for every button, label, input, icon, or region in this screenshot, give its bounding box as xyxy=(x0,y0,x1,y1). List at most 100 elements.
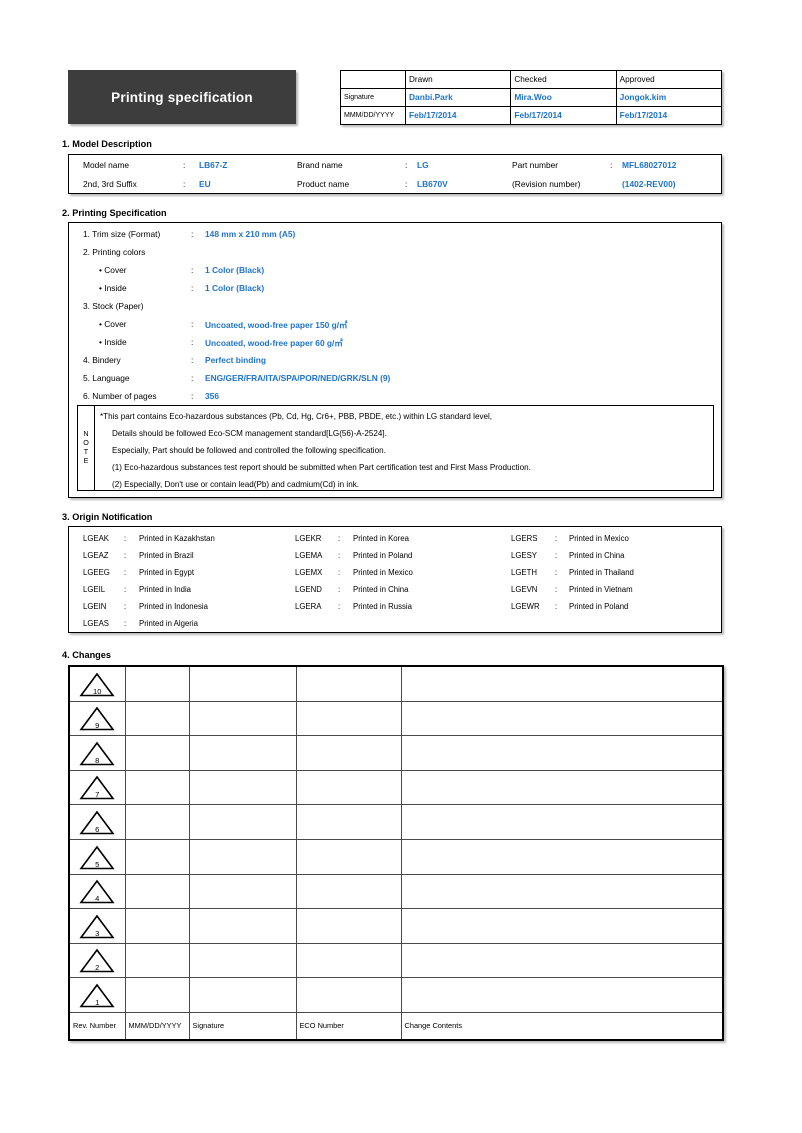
origin-colon-lgein: : xyxy=(124,602,127,611)
changes-cell-date[interactable] xyxy=(124,873,190,910)
table-row[interactable]: 3 xyxy=(68,908,724,944)
changes-cell-contents[interactable] xyxy=(400,769,724,806)
section-heading-printing-specification: 2. Printing Specification xyxy=(62,208,167,218)
changes-cell-eco[interactable] xyxy=(295,838,402,875)
table-row[interactable]: 9 xyxy=(68,700,724,737)
revision-triangle-icon: 9 xyxy=(79,706,115,731)
origin-code-lgevn: LGEVN xyxy=(511,585,538,594)
changes-cell-contents[interactable] xyxy=(400,838,724,875)
changes-cell-eco[interactable] xyxy=(295,664,402,702)
changes-cell-contents[interactable] xyxy=(400,700,724,737)
origin-code-lgesy: LGESY xyxy=(511,551,538,560)
changes-cell-rev[interactable]: 4 xyxy=(68,873,126,910)
origin-text-lgend: Printed in China xyxy=(353,585,409,594)
changes-cell-rev[interactable]: 3 xyxy=(68,908,126,944)
origin-text-lgesy: Printed in China xyxy=(569,551,625,560)
table-row[interactable]: 6 xyxy=(68,804,724,840)
spec-colon-language: : xyxy=(191,373,194,383)
changes-cell-rev[interactable]: 9 xyxy=(68,700,126,737)
changes-cell-contents[interactable] xyxy=(400,735,724,771)
changes-cell-eco[interactable] xyxy=(295,700,402,737)
changes-cell-date[interactable] xyxy=(124,804,190,840)
sig-row-label-date: MMM/DD/YYYY xyxy=(340,106,406,125)
changes-cell-rev[interactable]: 7 xyxy=(68,769,126,806)
changes-cell-contents[interactable] xyxy=(400,873,724,910)
changes-cell-signature[interactable] xyxy=(188,769,297,806)
changes-cell-signature[interactable] xyxy=(188,908,297,944)
table-row-header: Drawn Checked Approved xyxy=(340,70,723,89)
table-row[interactable]: 7 xyxy=(68,769,724,806)
sig-checked-date: Feb/17/2014 xyxy=(510,106,617,125)
changes-cell-eco[interactable] xyxy=(295,977,402,1013)
changes-cell-rev[interactable]: 1 xyxy=(68,977,126,1013)
table-row[interactable]: 8 xyxy=(68,735,724,771)
changes-cell-contents[interactable] xyxy=(400,804,724,840)
changes-cell-signature[interactable] xyxy=(188,838,297,875)
origin-text-lgers: Printed in Mexico xyxy=(569,534,629,543)
changes-cell-contents[interactable] xyxy=(400,908,724,944)
changes-cell-date[interactable] xyxy=(124,942,190,979)
changes-cell-contents[interactable] xyxy=(400,977,724,1013)
spec-value-stock-cover: Uncoated, wood-free paper 150 g/㎡ xyxy=(205,320,348,330)
note-content: *This part contains Eco-hazardous substa… xyxy=(96,406,713,490)
changes-cell-eco[interactable] xyxy=(295,804,402,840)
changes-cell-rev[interactable]: 8 xyxy=(68,735,126,771)
changes-cell-date[interactable] xyxy=(124,664,190,702)
changes-cell-signature[interactable] xyxy=(188,977,297,1013)
changes-cell-signature[interactable] xyxy=(188,804,297,840)
label-product-name: Product name xyxy=(297,179,350,189)
table-row[interactable]: 1 xyxy=(68,977,724,1013)
changes-cell-rev[interactable]: 5 xyxy=(68,838,126,875)
table-row-footer: Rev. Number MMM/DD/YYYY Signature ECO Numbe… xyxy=(68,1011,724,1041)
sig-approved-date: Feb/17/2014 xyxy=(615,106,723,125)
changes-cell-eco[interactable] xyxy=(295,942,402,979)
changes-cell-date[interactable] xyxy=(124,908,190,944)
changes-cell-eco[interactable] xyxy=(295,769,402,806)
model-description-box: Model name : LB67-Z Brand name : LG Part… xyxy=(68,154,722,194)
table-row[interactable]: 10 xyxy=(68,664,724,702)
origin-code-lgeil: LGEIL xyxy=(83,585,106,594)
origin-colon-lgeaz: : xyxy=(124,551,127,560)
spec-label-colors-cover: • Cover xyxy=(99,265,127,275)
changes-cell-eco[interactable] xyxy=(295,873,402,910)
changes-cell-signature[interactable] xyxy=(188,664,297,702)
spec-value-language: ENG/GER/FRA/ITA/SPA/POR/NED/GRK/SLN (9) xyxy=(205,373,391,383)
changes-cell-contents[interactable] xyxy=(400,664,724,702)
changes-cell-eco[interactable] xyxy=(295,908,402,944)
changes-cell-signature[interactable] xyxy=(188,735,297,771)
sig-approved-name: Jongok.kim xyxy=(615,88,723,107)
spec-label-colors-inside: • Inside xyxy=(99,283,127,293)
changes-cell-contents[interactable] xyxy=(400,942,724,979)
changes-cell-date[interactable] xyxy=(124,735,190,771)
sig-checked-name: Mira.Woo xyxy=(510,88,617,107)
origin-colon-lgeas: : xyxy=(124,619,127,628)
revision-number-label: 4 xyxy=(95,894,100,904)
changes-cell-signature[interactable] xyxy=(188,700,297,737)
sig-col-checked: Checked xyxy=(510,70,617,89)
changes-cell-eco[interactable] xyxy=(295,735,402,771)
changes-cell-date[interactable] xyxy=(124,769,190,806)
table-row[interactable]: 5 xyxy=(68,838,724,875)
spec-colon-colors-cover: : xyxy=(191,265,194,275)
changes-cell-signature[interactable] xyxy=(188,942,297,979)
value-suffix: EU xyxy=(199,179,211,189)
spec-value-trim-size: 148 mm x 210 mm (A5) xyxy=(205,229,296,239)
changes-cell-rev[interactable]: 2 xyxy=(68,942,126,979)
sig-row-label-signature: Signature xyxy=(340,88,406,107)
note-tag-letter-n: N xyxy=(83,429,89,439)
origin-text-lgeak: Printed in Kazakhstan xyxy=(139,534,215,543)
revision-number-label: 2 xyxy=(95,963,100,973)
colon-model-name: : xyxy=(183,160,186,170)
changes-cell-rev[interactable]: 6 xyxy=(68,804,126,840)
changes-cell-date[interactable] xyxy=(124,700,190,737)
origin-code-lgemx: LGEMX xyxy=(295,568,323,577)
table-row[interactable]: 2 xyxy=(68,942,724,979)
origin-colon-lgema: : xyxy=(338,551,341,560)
changes-cell-signature[interactable] xyxy=(188,873,297,910)
changes-cell-rev[interactable]: 10 xyxy=(68,664,126,702)
changes-cell-date[interactable] xyxy=(124,838,190,875)
table-row[interactable]: 4 xyxy=(68,873,724,910)
colon-part-number: : xyxy=(610,160,613,170)
changes-cell-date[interactable] xyxy=(124,977,190,1013)
